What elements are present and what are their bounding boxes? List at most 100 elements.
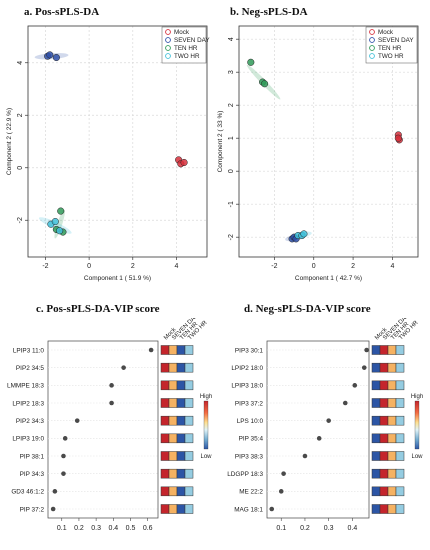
- feature-label: MAG 18:1: [234, 506, 263, 513]
- heat-cell: [371, 380, 381, 391]
- y-axis-label: Component 2 ( 33 %): [217, 111, 224, 173]
- heat-cell: [176, 433, 186, 444]
- legend-marker: [369, 37, 375, 43]
- y-tick-label: 1: [228, 136, 235, 140]
- panel-c-title: c. Pos-sPLS-DA-VIP score: [36, 303, 160, 315]
- heat-cell: [176, 380, 186, 391]
- x-tick-label: -2: [42, 263, 48, 270]
- heat-cell: [184, 362, 194, 373]
- legend-label: SEVEN DAY: [378, 37, 414, 44]
- heat-cell: [160, 415, 170, 426]
- vip-point: [281, 471, 286, 476]
- heat-cell: [184, 398, 194, 408]
- heat-cell: [371, 433, 381, 444]
- colorbar-low-label: Low: [411, 454, 423, 460]
- vip-point: [342, 400, 348, 406]
- legend-marker: [165, 37, 171, 43]
- heat-cell: [395, 380, 405, 391]
- colorbar: [203, 400, 209, 450]
- heat-cell: [184, 433, 194, 444]
- heat-cell: [387, 362, 397, 373]
- heat-cell: [379, 398, 389, 408]
- y-tick-label: 4: [228, 37, 235, 41]
- y-tick-label: 4: [17, 61, 24, 65]
- legend-marker: [369, 45, 375, 51]
- heat-cell: [371, 451, 381, 461]
- vip-point: [352, 383, 358, 388]
- x-tick-label: 0.1: [276, 525, 286, 532]
- point-ten-hr: [261, 80, 269, 88]
- heat-cell: [168, 415, 178, 426]
- legend-box: [161, 26, 207, 64]
- feature-label: PIP 38:1: [20, 453, 45, 460]
- heat-cell: [379, 433, 389, 444]
- feature-label: PIP2 34:5: [16, 365, 45, 372]
- feature-label: LDGPP 18:3: [227, 471, 263, 478]
- vip-point: [326, 418, 331, 423]
- x-tick-label: 0.4: [108, 525, 118, 532]
- heat-cell: [176, 362, 186, 373]
- heat-cell: [387, 398, 397, 408]
- heat-cell: [184, 451, 194, 461]
- chart-pos-splsda: -2 0 2 4 -2 0 2 4 Component 1 ( 51.9 %) Component…: [6, 25, 210, 282]
- heat-cell: [371, 486, 381, 497]
- legend-marker: [369, 53, 375, 59]
- vip-point: [61, 471, 66, 476]
- heat-cell: [168, 380, 178, 391]
- panel-a-title: a. Pos-sPLS-DA: [24, 6, 100, 18]
- heat-cell: [395, 345, 405, 355]
- heat-cell: [176, 468, 186, 479]
- point-mock: [180, 158, 188, 167]
- panel-b-title: b. Neg-sPLS-DA: [230, 6, 308, 18]
- legend-label: Mock: [378, 29, 394, 36]
- vip-point: [361, 365, 367, 370]
- heat-cell: [395, 486, 405, 497]
- colorbar-high-label: High: [200, 394, 212, 400]
- feature-label: GD3 46:1:2: [11, 489, 44, 496]
- heat-cell: [168, 398, 178, 408]
- heat-cell: [387, 486, 397, 497]
- x-tick-label: 0.6: [143, 525, 153, 532]
- x-tick-label: 0.4: [348, 525, 358, 532]
- x-tick-label: 4: [174, 263, 178, 270]
- y-tick-label: 0: [228, 169, 235, 173]
- x-tick-label: 0.3: [91, 525, 101, 532]
- y-tick-label: -2: [17, 217, 24, 223]
- heat-cell: [379, 345, 389, 355]
- heat-cell: [379, 415, 389, 426]
- feature-label: PIP3 37:2: [235, 400, 264, 407]
- y-tick-label: -2: [228, 234, 235, 240]
- colorbar: [414, 400, 420, 450]
- heat-cell: [160, 486, 170, 497]
- legend-label: SEVEN DAY: [174, 37, 210, 44]
- vip-point: [62, 436, 68, 441]
- point-two-hr: [51, 218, 59, 226]
- heat-cell: [168, 362, 178, 373]
- legend-label: Mock: [174, 29, 190, 36]
- heat-cell: [176, 345, 186, 355]
- heat-cell: [160, 468, 170, 479]
- heat-cell: [160, 504, 170, 514]
- point-seven-day: [52, 53, 60, 62]
- vip-point: [269, 506, 275, 512]
- feature-label: PIP 34:3: [20, 471, 45, 478]
- heat-cell: [176, 398, 186, 408]
- heat-cell: [176, 486, 186, 497]
- heat-cell: [168, 451, 178, 461]
- colorbar-low-label: Low: [200, 454, 212, 460]
- x-tick-label: -2: [271, 263, 277, 270]
- point-two-hr: [300, 230, 308, 238]
- x-tick-label: 0: [87, 263, 91, 270]
- vip-point: [50, 506, 56, 512]
- legend-marker: [165, 45, 171, 51]
- heat-cell: [379, 362, 389, 373]
- heat-cell: [160, 345, 170, 355]
- heat-cell: [160, 380, 170, 391]
- feature-label: ME 22:2: [239, 489, 263, 496]
- heat-cell: [395, 451, 405, 461]
- heat-cell: [387, 451, 397, 461]
- x-tick-label: 2: [131, 263, 135, 270]
- legend-label: TWO HR: [378, 53, 404, 60]
